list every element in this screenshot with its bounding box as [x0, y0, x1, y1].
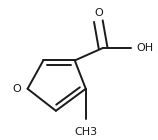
- Text: O: O: [94, 8, 103, 18]
- Text: O: O: [12, 84, 21, 94]
- Text: OH: OH: [136, 43, 153, 53]
- Text: CH3: CH3: [74, 127, 97, 136]
